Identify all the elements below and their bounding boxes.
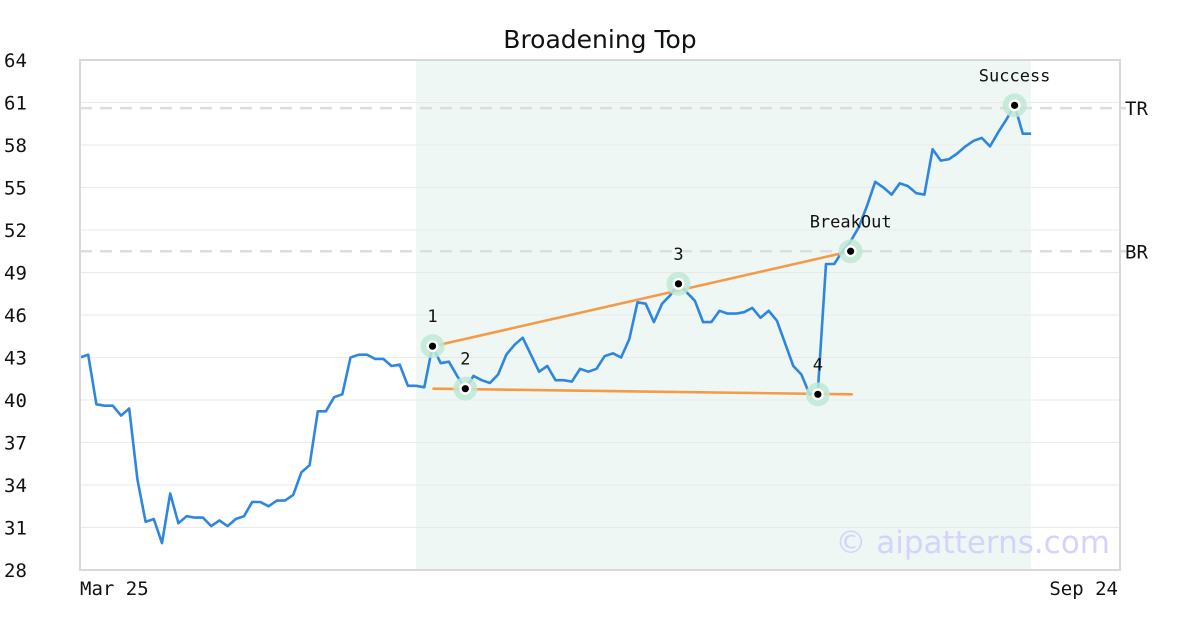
watermark-label: © aipatterns.com bbox=[835, 525, 1110, 561]
pivot-marker-dot bbox=[814, 390, 822, 398]
axes-layer: 28 31 34 37 40 43 46 49 52 55 58 61 64 bbox=[4, 50, 27, 582]
pivot-marker-dot bbox=[428, 342, 437, 350]
y-tick-label: 31 bbox=[4, 518, 27, 540]
y-tick-label: 58 bbox=[4, 135, 27, 157]
pivot-marker-dot bbox=[1011, 101, 1019, 109]
y-tick-label: 46 bbox=[4, 305, 27, 327]
level-label: TR bbox=[1125, 98, 1148, 120]
y-tick-label: 40 bbox=[4, 390, 27, 412]
trendlines-layer bbox=[432, 249, 853, 396]
y-tick-label: 49 bbox=[4, 263, 27, 285]
chart-title: Broadening Top bbox=[503, 25, 696, 54]
y-tick-label: 64 bbox=[4, 50, 27, 72]
pivot-label: Success bbox=[979, 66, 1051, 86]
pivot-label: 3 bbox=[673, 245, 683, 265]
plot-frame bbox=[79, 59, 1121, 571]
y-tick-label: 55 bbox=[4, 178, 27, 200]
x-axis-start-label: Mar 25 bbox=[80, 578, 149, 600]
pivot-label: 2 bbox=[460, 350, 470, 370]
y-tick-label: 28 bbox=[4, 560, 27, 582]
trendline bbox=[432, 387, 853, 396]
grid-layer bbox=[80, 102, 1120, 528]
y-tick-label: 43 bbox=[4, 348, 27, 370]
pivot-marker-dot bbox=[847, 247, 855, 255]
pivot-label: 4 bbox=[813, 355, 823, 375]
pivot-label: 1 bbox=[427, 307, 437, 327]
pivot-marker-dot bbox=[674, 280, 683, 288]
y-tick-label: 61 bbox=[4, 93, 27, 115]
pivot-marker-dot bbox=[461, 385, 469, 393]
level-label: BR bbox=[1125, 241, 1148, 263]
y-tick-label: 34 bbox=[4, 475, 27, 497]
annotations-layer: 1 2 3 4 BreakOut Success bbox=[420, 66, 1051, 407]
levels-layer: TR BR bbox=[80, 98, 1148, 263]
pivot-label: BreakOut bbox=[810, 212, 892, 232]
y-tick-label: 37 bbox=[4, 433, 27, 455]
y-tick-label: 52 bbox=[4, 220, 27, 242]
price-series-line bbox=[79, 104, 1031, 545]
series-layer bbox=[79, 104, 1031, 545]
trendline bbox=[432, 249, 852, 348]
x-axis-end-label: Sep 24 bbox=[1049, 578, 1118, 600]
